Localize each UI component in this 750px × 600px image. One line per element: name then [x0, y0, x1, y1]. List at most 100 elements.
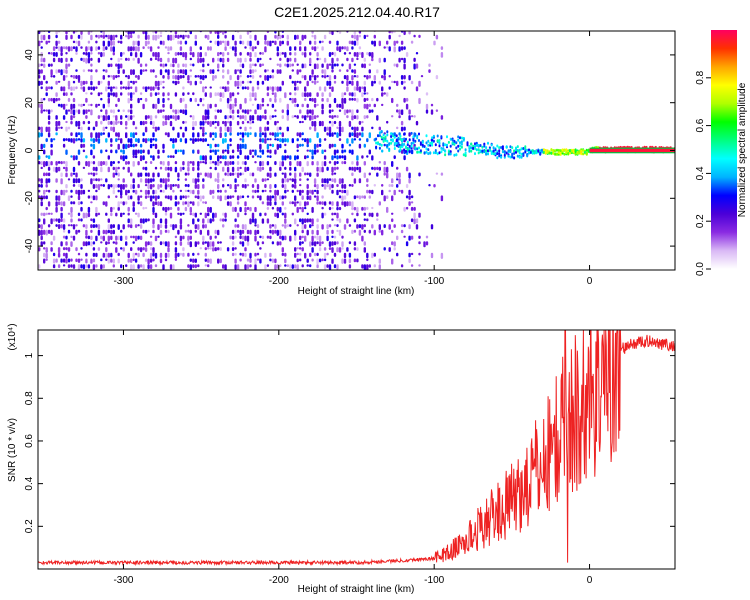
heatmap-cell	[289, 264, 292, 269]
heatmap-cell	[164, 63, 168, 67]
heatmap-cell	[92, 155, 96, 159]
heatmap-cell	[212, 57, 215, 63]
heatmap-cell	[40, 103, 43, 110]
heatmap-cell	[154, 264, 158, 268]
heatmap-cell	[356, 224, 359, 229]
heatmap-cell	[224, 212, 227, 218]
heatmap-cell	[311, 80, 314, 84]
heatmap-cell	[408, 138, 411, 142]
heatmap-cell	[102, 52, 105, 57]
heatmap-cell	[97, 103, 101, 106]
heatmap-cell	[187, 235, 190, 241]
heatmap-cell	[331, 52, 334, 56]
heatmap-cell	[95, 172, 98, 176]
heatmap-cell	[172, 115, 175, 120]
heatmap-cell	[274, 115, 277, 118]
heatmap-cell	[187, 241, 190, 246]
heatmap-cell	[189, 115, 192, 118]
heatmap-cell	[403, 132, 406, 136]
heatmap-cell	[299, 184, 302, 187]
heatmap-cell	[229, 97, 232, 102]
heatmap-cell	[269, 132, 272, 136]
heatmap-cell	[40, 166, 43, 170]
heatmap-cell	[366, 184, 369, 187]
heatmap-cell	[82, 241, 86, 247]
heatmap-cell	[199, 195, 202, 202]
heatmap-cell	[97, 178, 101, 182]
heatmap-cell	[85, 92, 88, 95]
heatmap-cell	[391, 80, 394, 83]
heatmap-cell	[363, 115, 366, 120]
heatmap-cell	[546, 149, 549, 153]
heatmap-cell	[144, 161, 148, 164]
heatmap-cell	[97, 184, 101, 191]
heatmap-cell	[127, 218, 130, 224]
heatmap-cell	[70, 109, 73, 115]
heatmap-cell	[251, 149, 255, 152]
heatmap-cell	[244, 57, 247, 63]
heatmap-cell	[130, 247, 133, 252]
heatmap-cell	[184, 178, 188, 181]
heatmap-cell	[154, 126, 158, 132]
heatmap-cell	[318, 143, 322, 147]
heatmap-cell	[231, 206, 235, 212]
heatmap-cell	[256, 155, 260, 158]
heatmap-cell	[38, 126, 41, 131]
heatmap-cell	[87, 195, 91, 199]
heatmap-cell	[182, 34, 185, 40]
heatmap-cell	[184, 52, 188, 59]
heatmap-cell	[82, 109, 86, 115]
heatmap-cell	[299, 172, 302, 177]
heatmap-cell	[236, 92, 240, 95]
heatmap-cell	[152, 218, 155, 225]
heatmap-cell	[107, 155, 110, 160]
heatmap-cell	[204, 224, 207, 229]
heatmap-cell	[65, 247, 68, 251]
heatmap-cell	[542, 148, 545, 152]
heatmap-cell	[214, 143, 217, 148]
heatmap-cell	[226, 40, 230, 47]
heatmap-cell	[363, 195, 366, 199]
heatmap-cell	[45, 178, 48, 184]
heatmap-cell	[500, 155, 503, 159]
heatmap-cell	[321, 212, 324, 219]
heatmap-cell	[316, 115, 319, 118]
heatmap-cell	[261, 241, 265, 245]
heatmap-cell	[236, 166, 240, 172]
heatmap-cell	[286, 264, 289, 268]
heatmap-cell	[87, 120, 91, 125]
heatmap-cell	[425, 141, 428, 145]
heatmap-cell	[361, 120, 364, 124]
heatmap-cell	[269, 97, 272, 102]
heatmap-cell	[271, 195, 275, 199]
heatmap-cell	[132, 252, 135, 259]
heatmap-cell	[226, 172, 230, 177]
heatmap-cell	[236, 109, 240, 114]
heatmap-cell	[418, 252, 421, 256]
heatmap-cell	[318, 57, 322, 61]
heatmap-cell	[582, 152, 585, 156]
heatmap-cell	[40, 34, 43, 41]
heatmap-cell	[184, 126, 188, 132]
heatmap-cell	[204, 120, 207, 124]
heatmap-cell	[139, 155, 143, 162]
heatmap-cell	[67, 126, 71, 130]
heatmap-cell	[199, 247, 202, 250]
heatmap-cell	[289, 155, 292, 160]
heatmap-cell	[231, 115, 235, 120]
heatmap-cell	[256, 241, 260, 246]
heatmap-cell	[137, 172, 140, 178]
heatmap-cell	[356, 40, 359, 46]
heatmap-cell	[212, 138, 215, 141]
heatmap-cell	[60, 161, 63, 165]
heatmap-cell	[75, 189, 78, 195]
heatmap-cell	[38, 31, 41, 35]
heatmap-cell	[378, 134, 381, 138]
heatmap-cell	[498, 154, 501, 158]
heatmap-cell	[147, 138, 150, 142]
heatmap-cell	[217, 247, 220, 251]
heatmap-cell	[256, 184, 260, 190]
heatmap-cell	[301, 218, 304, 225]
heatmap-cell	[388, 224, 391, 230]
